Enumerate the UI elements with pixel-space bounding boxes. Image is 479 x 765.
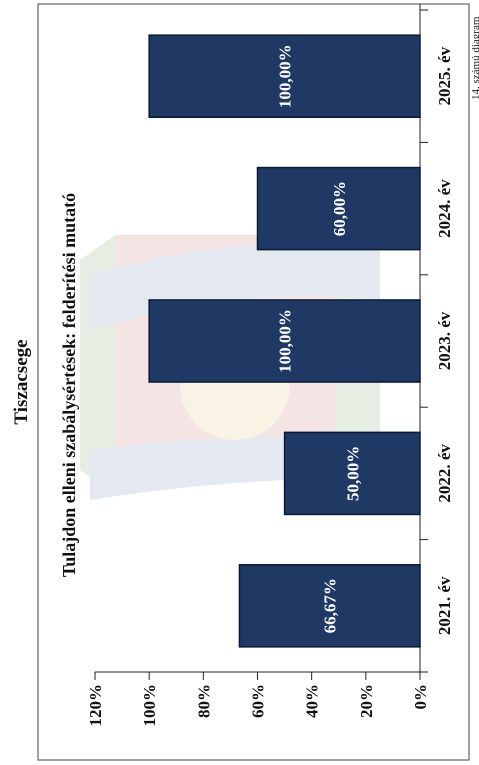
bar (238, 564, 421, 648)
value-tick-label: 80% (194, 684, 213, 718)
value-tick-label: 20% (357, 684, 376, 718)
category-label: 2022. év (435, 444, 454, 503)
value-tick-label: 120% (86, 684, 105, 727)
bar (283, 431, 421, 516)
bar-value-label: 66,67% (321, 578, 340, 633)
value-tick-label: 100% (140, 684, 159, 727)
category-label: 2023. év (435, 311, 454, 370)
value-tick-label: 0% (411, 684, 430, 710)
bars (148, 34, 421, 648)
bar-value-label: 100,00% (276, 44, 295, 108)
category-label: 2021. év (435, 576, 454, 635)
bar-value-label: 50,00% (343, 446, 362, 501)
bar (256, 166, 421, 251)
chart-frame (37, 3, 470, 761)
category-labels: 2021. év 2022. év 2023. év 2024. év 2025. év (435, 46, 454, 635)
value-tick-label: 60% (249, 684, 268, 718)
category-axis-ticks (420, 9, 428, 673)
bar (148, 299, 421, 383)
value-axis-ticks: 0% 20% 40% 60% 80% 100% 120% (86, 672, 430, 727)
bar-value-label: 60,00% (330, 181, 349, 236)
bar-value-labels: 66,67% 50,00% 100,00% 60,00% 100,00% (276, 44, 363, 633)
bar (148, 34, 421, 118)
category-label: 2024. év (435, 179, 454, 238)
chart-subtitle: Tulajdon elleni szabálysértések: felderí… (59, 193, 79, 577)
bar-value-label: 100,00% (276, 309, 295, 373)
figure-caption: 14. számú diagram (470, 16, 479, 100)
category-label: 2025. év (435, 46, 454, 105)
value-tick-label: 40% (303, 684, 322, 718)
chart-title: Tiszacsege (11, 339, 32, 424)
